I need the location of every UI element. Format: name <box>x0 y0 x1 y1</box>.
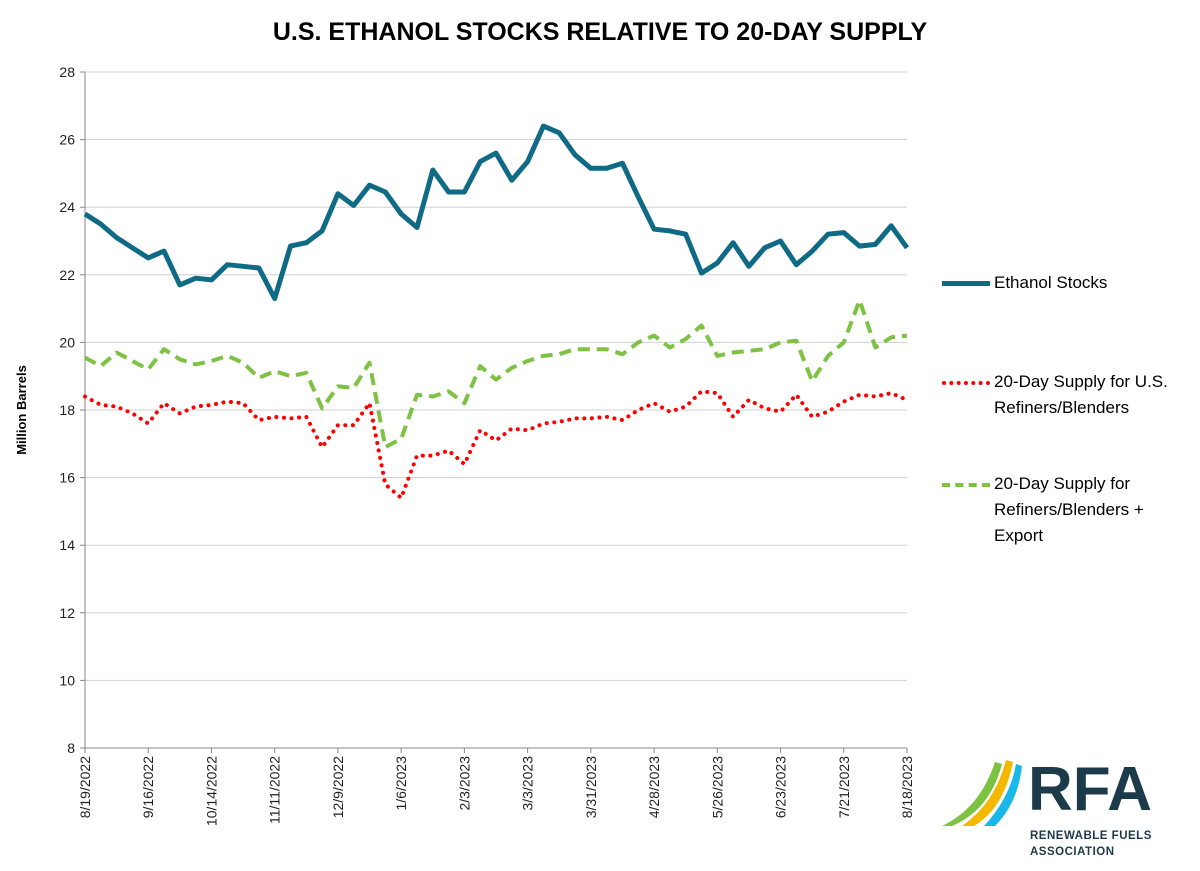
legend-label: 20-Day Supply for U.S. <box>994 369 1168 395</box>
x-tick-label: 2/3/2023 <box>456 756 472 811</box>
series-line-dashed <box>85 300 907 447</box>
x-tick-label: 3/31/2023 <box>583 756 599 818</box>
y-axis-label: Million Barrels <box>14 365 29 455</box>
x-tick-label: 1/6/2023 <box>393 756 409 811</box>
legend-label: Ethanol Stocks <box>994 270 1107 296</box>
logo-line2: ASSOCIATION <box>1030 846 1115 859</box>
x-tick-label: 6/23/2023 <box>773 756 789 818</box>
y-tick-label: 18 <box>59 402 75 418</box>
legend-swatch-dashed <box>942 483 990 487</box>
legend-item-ethanol-stocks: Ethanol Stocks <box>942 270 1107 296</box>
series-line-dotted <box>85 391 907 498</box>
x-tick-label: 5/26/2023 <box>709 756 725 818</box>
y-tick-label: 8 <box>67 740 75 756</box>
x-tick-label: 3/3/2023 <box>520 756 536 811</box>
x-tick-labels: 8/19/2022 9/16/2022 10/14/2022 11/11/2022 12… <box>77 756 915 826</box>
x-tick-label: 12/9/2022 <box>330 756 346 818</box>
logo-line1: RENEWABLE FUELS <box>1030 830 1152 843</box>
legend-swatch-solid <box>942 281 990 286</box>
legend-item-refiners-export: 20-Day Supply for Refiners/Blenders + Ex… <box>942 471 1144 549</box>
y-tick-label: 28 <box>59 64 75 80</box>
x-tick-label: 10/14/2022 <box>203 756 219 826</box>
x-tick-label: 8/18/2023 <box>899 756 915 818</box>
legend-swatch-dotted <box>942 381 990 385</box>
x-tick-label: 8/19/2022 <box>77 756 93 818</box>
legend-label: 20-Day Supply for <box>994 471 1144 497</box>
y-tick-label: 12 <box>59 605 75 621</box>
y-tick-label: 24 <box>59 199 75 215</box>
x-tick-label: 4/28/2023 <box>646 756 662 818</box>
y-tick-label: 20 <box>59 334 75 350</box>
y-tick-labels: 8 10 12 14 16 18 20 22 24 26 28 <box>59 64 75 756</box>
logo-wordmark: RFA <box>1028 755 1152 824</box>
y-tick-label: 16 <box>59 470 75 486</box>
series-lines <box>85 126 907 498</box>
gridlines <box>80 72 907 753</box>
legend-label: Refiners/Blenders <box>994 395 1168 421</box>
y-tick-label: 26 <box>59 132 75 148</box>
legend-label: Refiners/Blenders + <box>994 497 1144 523</box>
series-line-solid <box>85 126 907 298</box>
y-tick-label: 14 <box>59 537 75 553</box>
x-tick-label: 7/21/2023 <box>836 756 852 818</box>
legend-item-us-refiners: 20-Day Supply for U.S. Refiners/Blenders <box>942 369 1168 421</box>
x-tick-label: 9/16/2022 <box>140 756 156 818</box>
rfa-logo: RFA <box>940 752 1190 828</box>
x-tick-label: 11/11/2022 <box>267 756 283 824</box>
y-tick-label: 10 <box>59 672 75 688</box>
legend-label: Export <box>994 523 1144 549</box>
y-tick-label: 22 <box>59 267 75 283</box>
